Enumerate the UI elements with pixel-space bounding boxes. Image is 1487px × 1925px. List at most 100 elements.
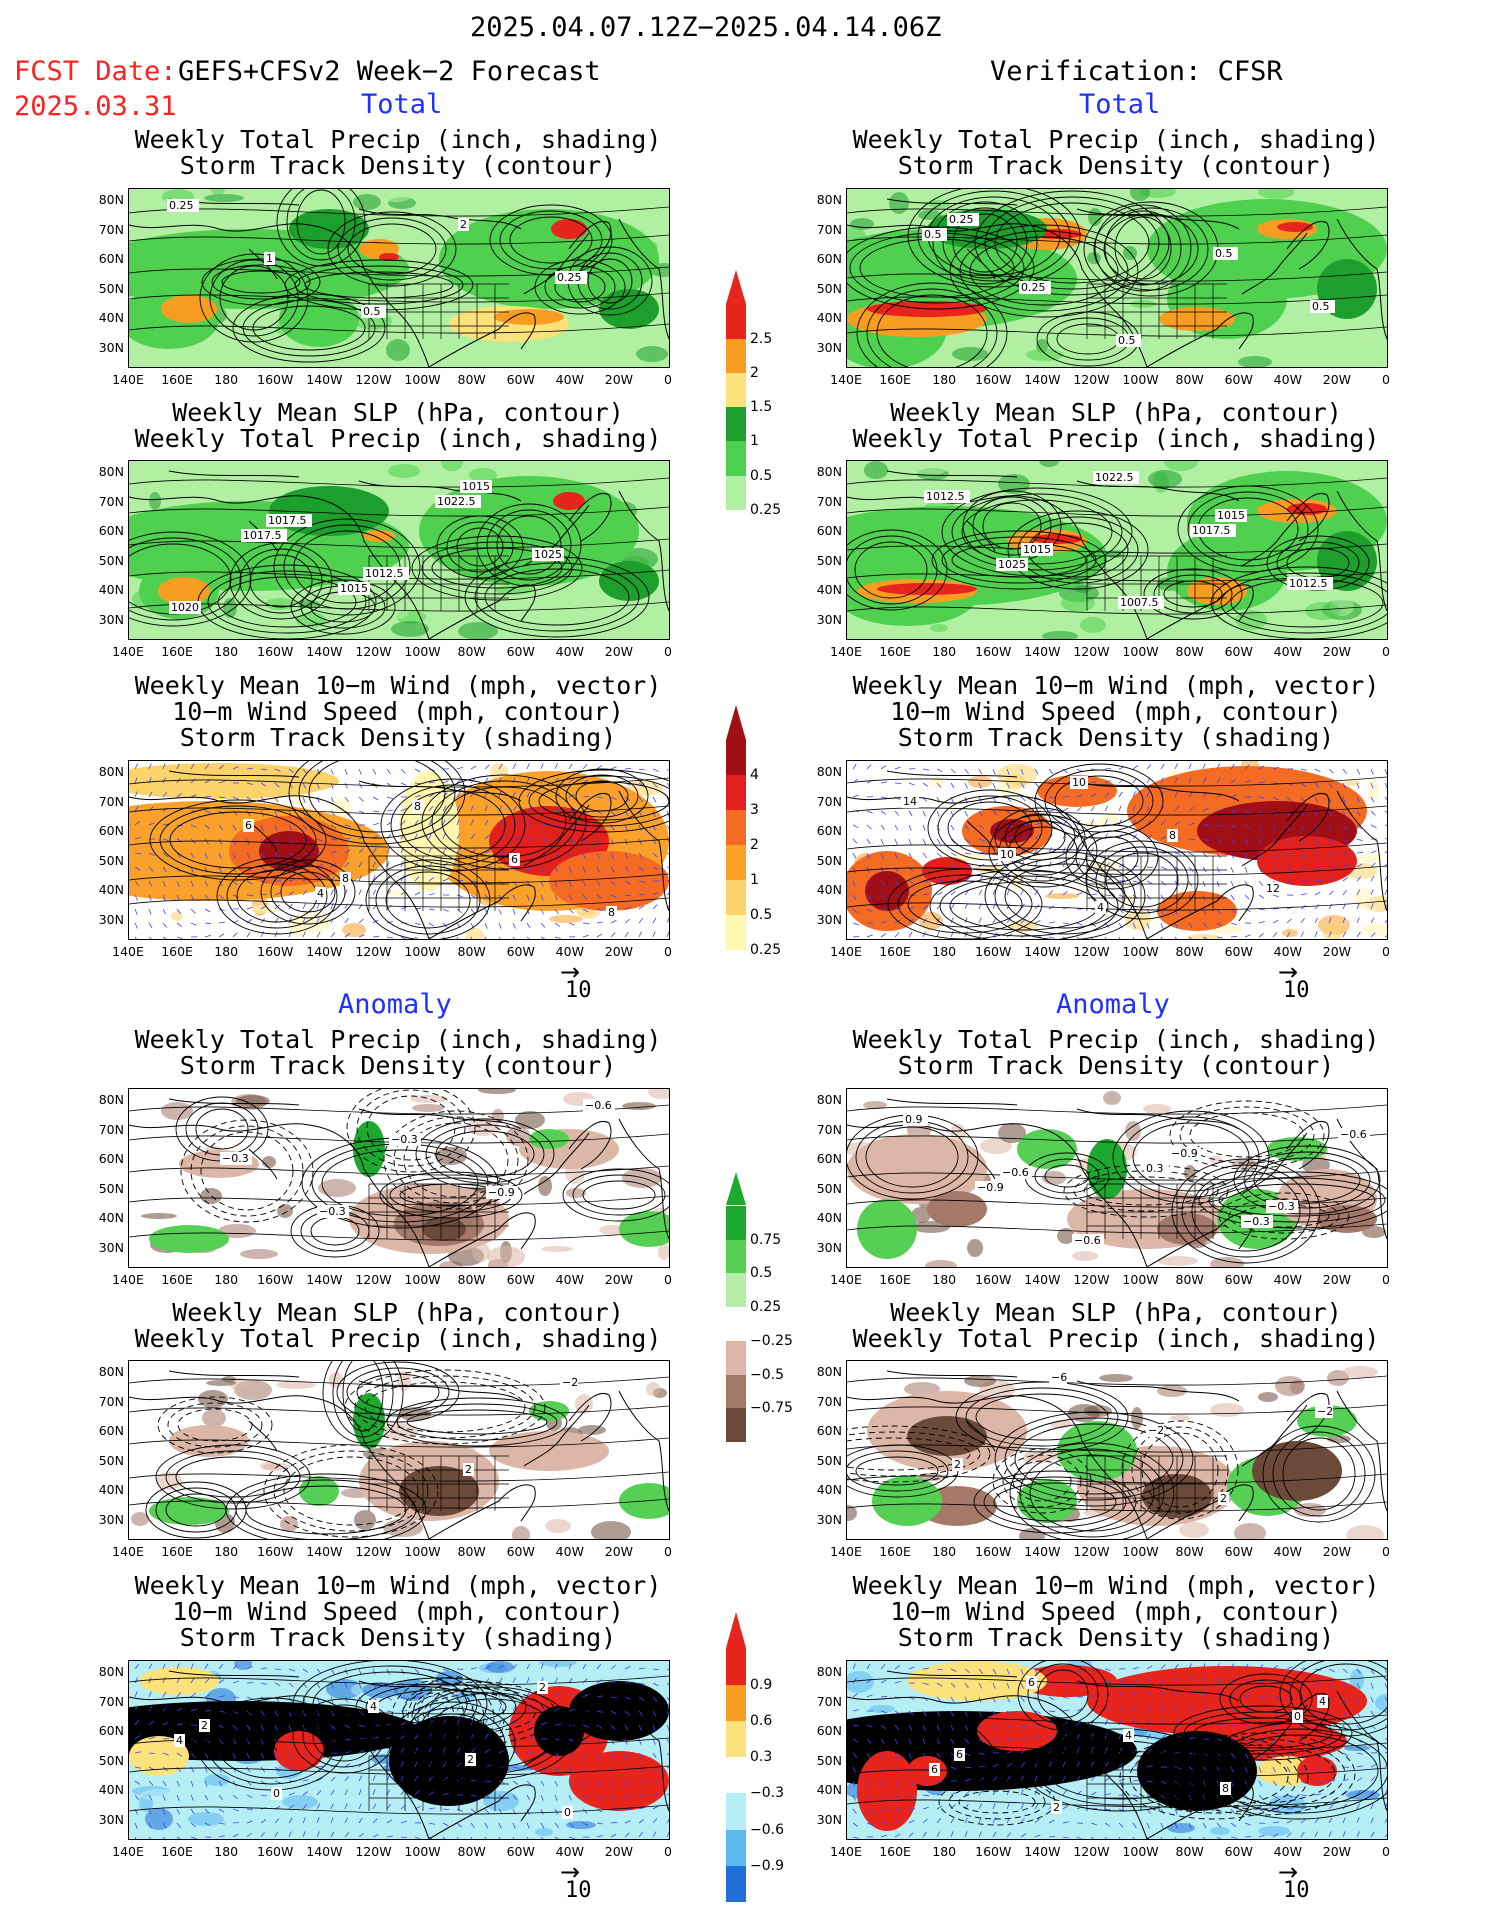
wind-vector [1160,922,1164,929]
coastline [1076,208,1240,230]
wind-vector [922,1766,928,1772]
shading-region [259,831,319,871]
shading-speckle [964,1375,996,1387]
wind-vector [358,934,365,938]
wind-vector [512,1663,517,1670]
coastline [886,198,1018,206]
contour-label-bg [486,1186,518,1199]
wind-vector [1020,1749,1027,1754]
shading-speckle [1342,1366,1378,1378]
wind-vector [232,852,236,859]
wind-vector [596,1808,603,1813]
wind-vector [596,1664,602,1670]
panel-title-line: Weekly Mean SLP (hPa, contour) [890,398,1342,427]
wind-vector [1104,768,1112,770]
wind-vector [852,894,857,901]
wind-vector [852,1822,859,1827]
wind-vector [302,903,307,910]
wind-vector [358,1668,362,1675]
shading-speckle [218,1224,256,1238]
wind-vector [610,1766,614,1773]
wind-vector [1146,1691,1150,1698]
wind-vector [1230,935,1238,938]
wind-vector [1314,917,1319,924]
shading-speckle [636,346,668,362]
wind-vector [880,765,887,770]
colorbar-segment [726,372,746,408]
longitude-label: 160W [975,1844,1012,1859]
wind-vector [428,806,434,812]
shading-region [353,1121,385,1177]
wind-vector [316,1831,320,1838]
contour-label-bg [954,1748,965,1761]
coastline [568,1393,612,1442]
contour-label-bg [1241,1215,1273,1228]
wind-vector [978,917,982,924]
longitude-label: 40W [555,1844,584,1859]
shading-speckle [1039,461,1059,467]
wind-vector [1062,1805,1069,1810]
wind-vector [1300,1818,1306,1824]
longitude-label: 60W [1224,1844,1253,1859]
latitude-label: 70N [98,493,124,509]
map-panel-graphic: −0.3−0.9−0.6−0.3−0.3 [129,1089,669,1267]
wind-vector [554,1836,559,1839]
contour-line [847,506,1387,517]
longitude-label: 100W [404,1544,441,1559]
colorbar-label: −0.25 [750,1332,793,1349]
contour-line [474,562,640,632]
wind-vector [880,1808,887,1813]
wind-vector [852,794,859,798]
contour-label: 1012.5 [365,567,404,580]
colorbar-label: 3 [750,802,759,818]
wind-vector [526,922,531,929]
shading-region [129,763,339,799]
shading-speckle [1258,1392,1278,1402]
wind-vector [232,1752,236,1759]
wind-vector [1370,1696,1374,1703]
coastline [1336,490,1387,612]
wind-vector [1244,852,1248,859]
wind-vector [964,1766,972,1769]
latitude-label: 50N [98,1180,124,1196]
wind-vector [540,1663,544,1670]
contour-line [847,776,1387,787]
contour-label-bg [1123,1729,1134,1742]
longitude-label: 180 [932,944,957,959]
shading-region [139,1667,219,1695]
wind-vector [456,1808,463,1812]
wind-vector [1006,1750,1013,1754]
longitude-label: 140E [830,1544,862,1559]
shading-speckle [394,1679,430,1701]
longitude-label: 160W [257,1272,294,1287]
wind-vector [624,767,632,770]
wind-vector [992,1803,996,1810]
wind-vector [1132,1822,1137,1829]
wind-vector [484,819,489,826]
contour-line [396,1403,558,1441]
colorbar-label: 4 [750,767,759,783]
wind-vector [442,1822,449,1827]
contour-line [252,305,366,351]
wind-vector [936,880,944,882]
shading-speckle [318,1179,356,1197]
wind-vector [1384,875,1387,882]
contour-label-bg [975,1181,1007,1194]
wind-vector [148,894,152,901]
wind-vector [1384,1764,1387,1768]
wind-vector [414,794,421,798]
coastline [168,470,300,478]
wind-vector [1076,1733,1081,1740]
panel-title-line: Weekly Total Precip (inch, shading) [852,125,1380,154]
wind-vector [596,908,603,911]
wind-vector [582,1663,587,1670]
longitude-label: 60W [506,372,535,387]
wind-vector [1286,1696,1293,1700]
wind-vector [456,833,461,840]
longitude-label: 180 [932,644,957,659]
shading-speckle [383,194,409,202]
wind-vector [1258,852,1262,859]
wind-vector [1202,838,1209,842]
wind-vector [554,1808,558,1815]
colorbar-label: 1.5 [750,399,773,416]
